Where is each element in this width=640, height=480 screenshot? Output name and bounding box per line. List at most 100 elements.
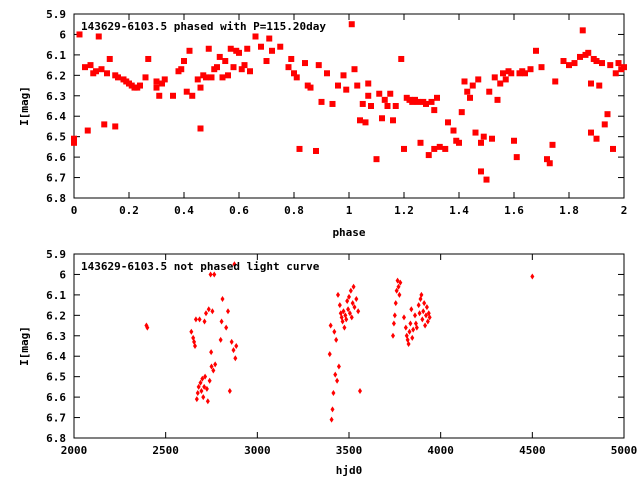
data-point <box>178 66 185 73</box>
plot-frame <box>73 253 625 439</box>
data-point <box>530 273 535 280</box>
data-point <box>351 66 358 73</box>
data-point <box>232 261 237 268</box>
data-point <box>199 387 204 394</box>
data-point <box>588 80 594 87</box>
data-point <box>82 64 88 71</box>
y-tick-label: 6.7 <box>46 172 66 185</box>
y-tick-label: 6.6 <box>46 391 66 404</box>
data-point <box>224 324 229 331</box>
x-tick-label: 3500 <box>336 444 363 457</box>
data-point <box>607 62 614 69</box>
data-points <box>71 21 627 183</box>
data-point <box>348 287 353 294</box>
plot-frame <box>73 13 625 199</box>
data-point <box>393 300 398 307</box>
data-point <box>156 92 163 99</box>
data-point <box>193 316 198 323</box>
data-point <box>494 96 501 103</box>
data-point <box>336 291 340 298</box>
y-tick-label: 6.7 <box>46 412 66 425</box>
x-axis-label: hjd0 <box>336 464 363 477</box>
data-point <box>170 92 176 99</box>
x-tick-label: 3000 <box>244 444 271 457</box>
tick-marks <box>73 253 625 439</box>
data-point <box>213 361 218 368</box>
y-axis-label: I[mag] <box>18 86 31 126</box>
data-point <box>327 351 332 358</box>
data-point <box>621 64 627 71</box>
y-tick-label: 6.1 <box>46 289 66 302</box>
data-point <box>145 55 152 62</box>
data-point <box>357 117 363 124</box>
data-point <box>194 76 201 83</box>
data-point <box>341 308 346 315</box>
x-tick-label: 0 <box>71 204 78 217</box>
data-point <box>434 94 440 101</box>
data-point <box>502 76 509 83</box>
data-point <box>84 127 91 134</box>
data-point <box>331 390 336 397</box>
data-point <box>422 300 427 307</box>
data-point <box>527 66 534 73</box>
data-point <box>491 74 498 81</box>
data-point <box>233 355 238 362</box>
data-point <box>391 332 395 339</box>
y-tick-label: 6.3 <box>46 90 66 103</box>
x-tick-label: 1.2 <box>394 204 414 217</box>
data-point <box>350 300 355 307</box>
data-point <box>214 64 220 71</box>
data-point <box>269 47 275 54</box>
data-point <box>472 129 479 136</box>
phased-light-curve-panel: 0 0.2 0.4 0.6 0.8 1 1.2 1.4 1.6 1.8 2 5.9 6 6.1 6.2 6.… <box>18 8 627 239</box>
data-point <box>343 86 350 93</box>
data-point <box>458 109 465 116</box>
data-point <box>424 304 429 311</box>
data-point <box>538 64 545 71</box>
data-point <box>318 98 325 105</box>
data-point <box>159 80 165 87</box>
data-point <box>475 76 482 83</box>
data-point <box>552 78 559 85</box>
data-point <box>153 84 160 91</box>
data-point <box>395 277 400 284</box>
data-point <box>200 375 205 382</box>
data-point <box>347 310 352 317</box>
data-point <box>219 74 226 81</box>
x-tick-label: 0.2 <box>119 204 139 217</box>
data-point <box>522 70 528 77</box>
data-point <box>398 55 405 62</box>
data-point <box>189 328 194 335</box>
data-point <box>329 416 334 423</box>
data-point <box>428 98 435 105</box>
y-tick-label: 6.3 <box>46 330 66 343</box>
data-point <box>209 349 214 356</box>
data-point <box>500 70 506 77</box>
data-point <box>436 143 443 150</box>
data-point <box>313 147 319 154</box>
data-point <box>230 64 237 71</box>
data-point <box>104 70 110 77</box>
data-point <box>98 66 105 73</box>
data-point <box>203 373 208 380</box>
data-point <box>205 398 210 405</box>
data-point <box>612 70 619 77</box>
data-point <box>293 74 300 81</box>
data-point <box>351 283 356 290</box>
data-point <box>234 343 239 349</box>
x-tick-label: 2 <box>621 204 628 217</box>
data-point <box>101 121 108 128</box>
data-point <box>349 314 354 321</box>
data-point <box>354 82 361 89</box>
data-point <box>406 340 411 347</box>
data-point <box>396 283 401 290</box>
y-tick-label: 6.6 <box>46 151 66 164</box>
data-point <box>445 119 451 126</box>
data-point <box>115 74 121 81</box>
data-point <box>464 88 471 95</box>
y-tick-labels: 5.9 6 6.1 6.2 6.3 6.4 6.5 6.6 6.7 6.8 <box>46 248 66 445</box>
data-point <box>334 336 339 343</box>
data-point <box>197 84 204 91</box>
data-point <box>356 308 361 315</box>
data-point <box>379 115 385 122</box>
